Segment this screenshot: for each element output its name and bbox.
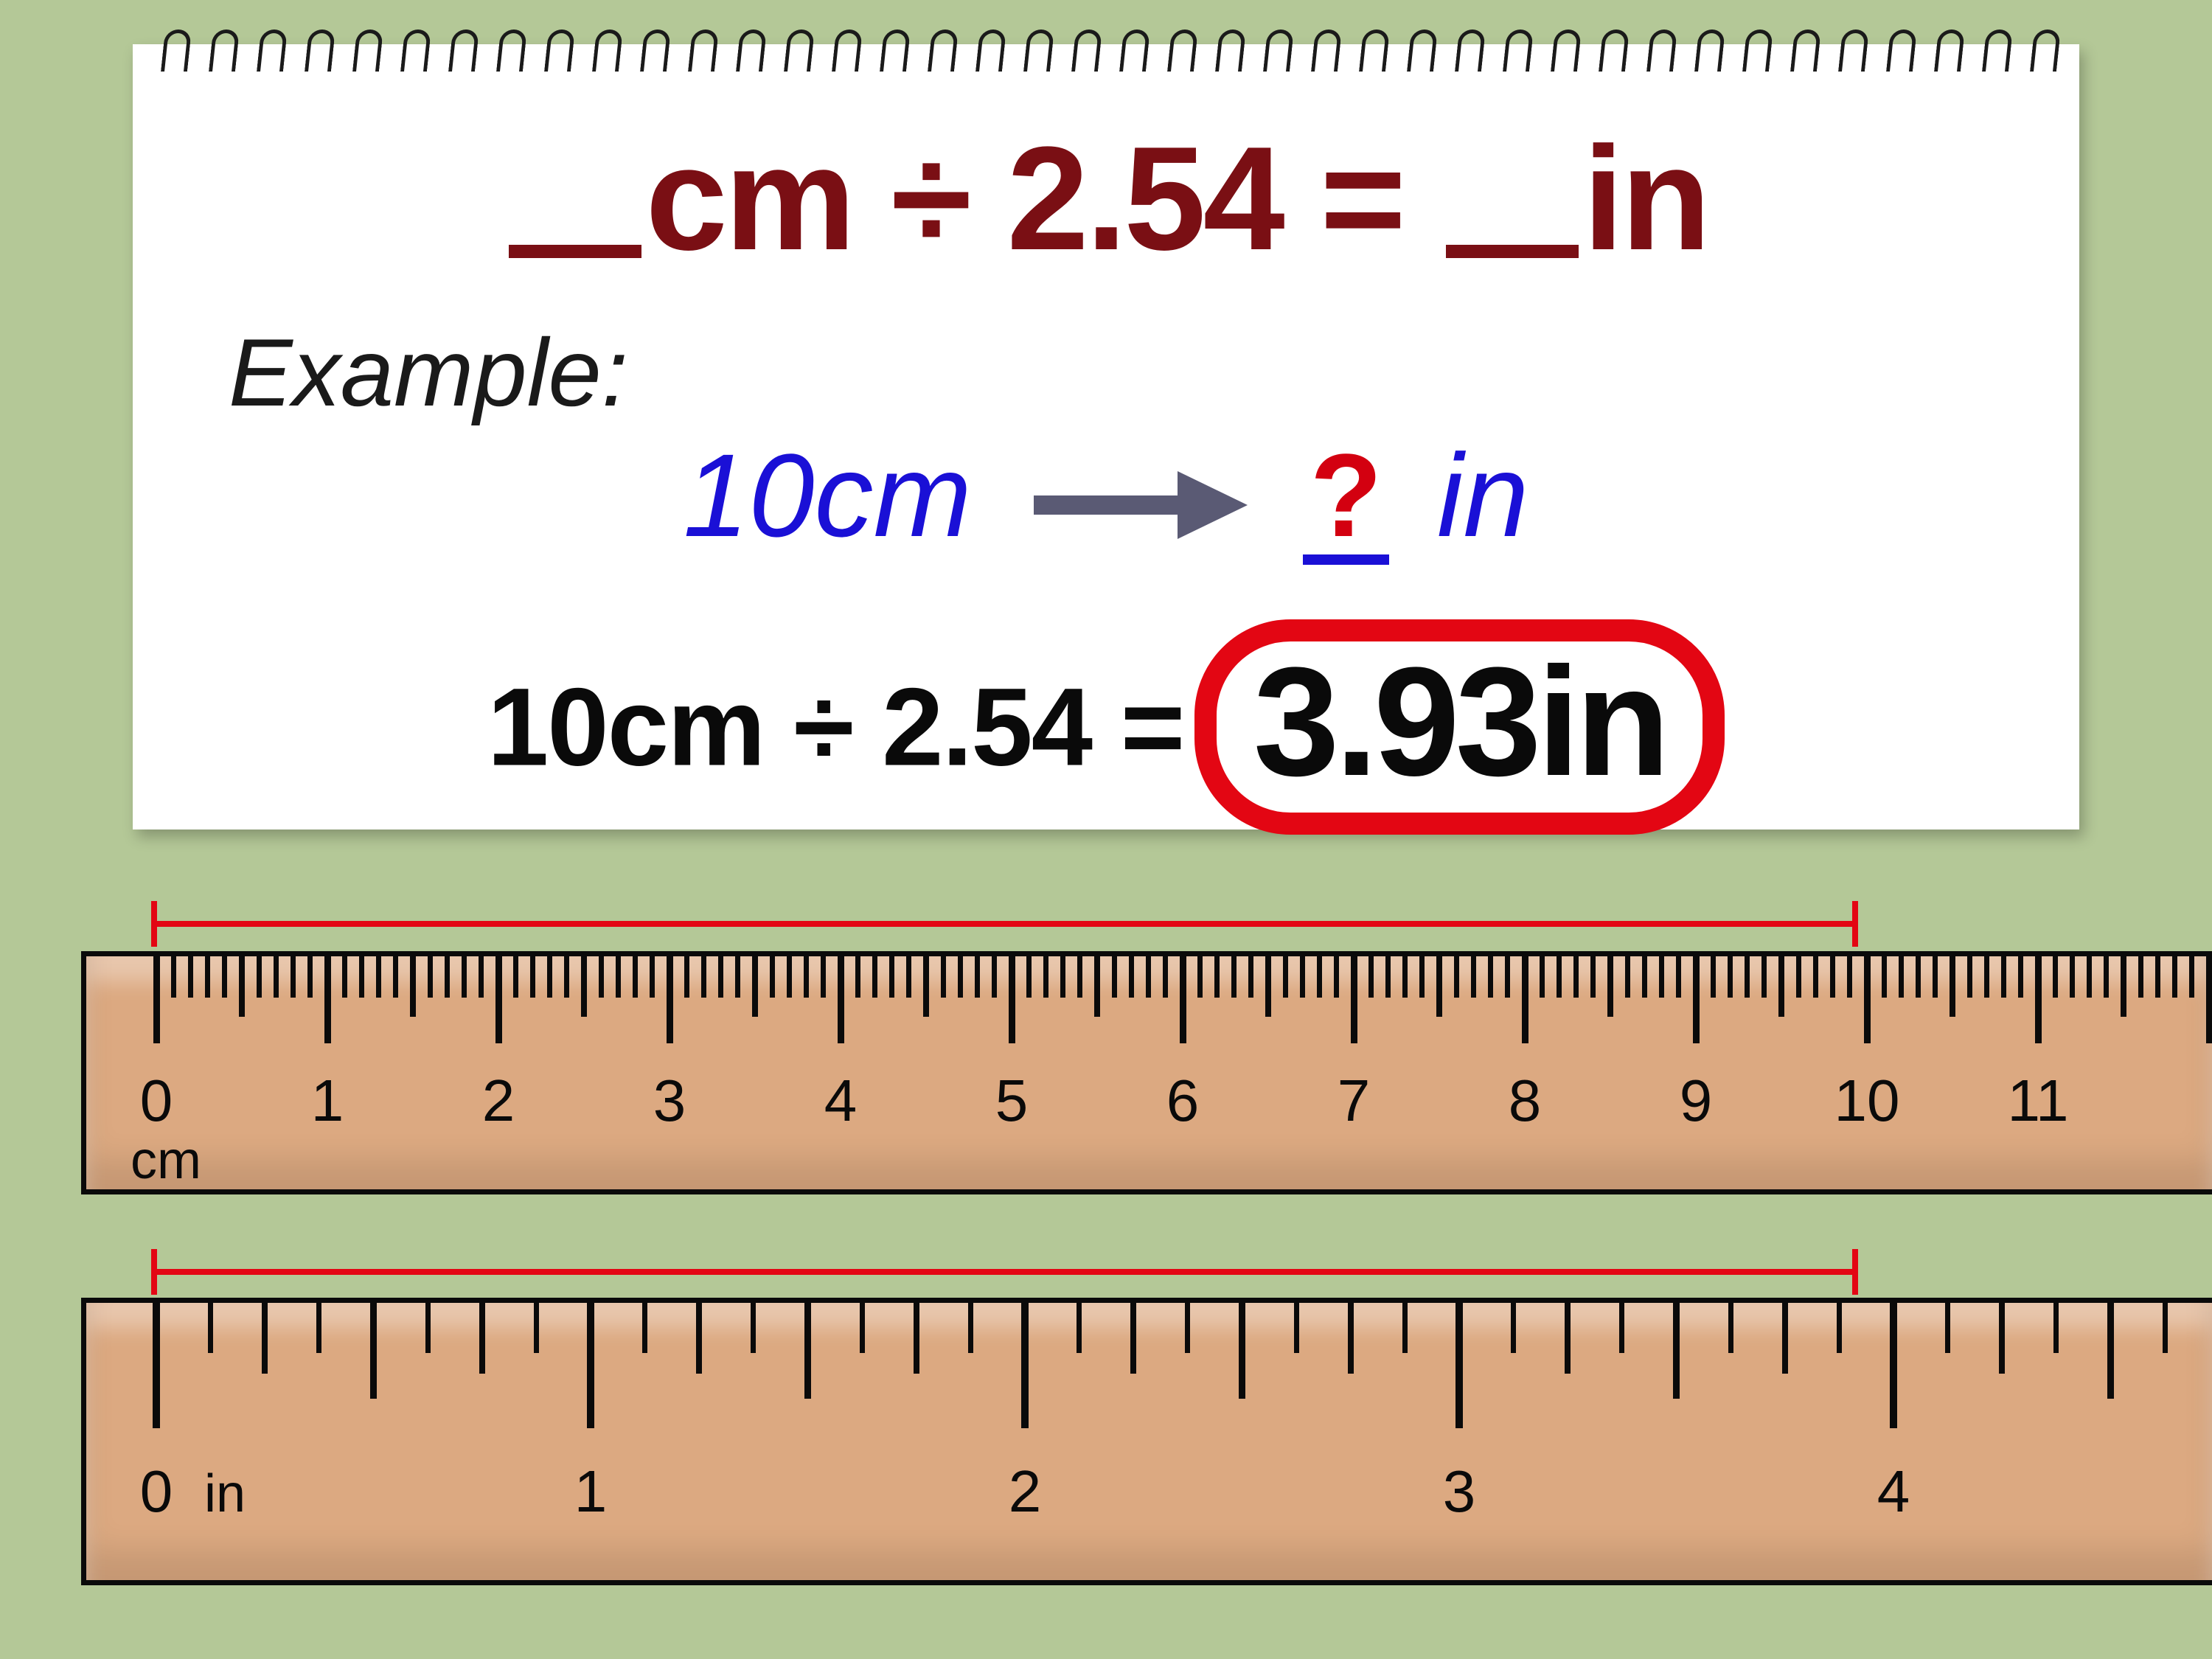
example-label: Example: — [229, 317, 628, 428]
measurement-bracket-cm — [151, 901, 1858, 947]
ruler-cm-number: 6 — [1166, 1067, 1200, 1135]
ruler-cm-number: 9 — [1680, 1067, 1713, 1135]
measurement-bracket-inches — [151, 1249, 1858, 1295]
answer-text: 3.93in — [1253, 635, 1666, 808]
ruler-in-unit-label: in — [204, 1464, 246, 1524]
answer-pill: 3.93in — [1194, 619, 1725, 835]
ruler-in-number: 3 — [1443, 1458, 1476, 1526]
ruler-cm-number: 1 — [311, 1067, 344, 1135]
formula-text: cm ÷ 2.54 = — [646, 116, 1404, 281]
example-unit: in — [1437, 429, 1529, 561]
spiral-binding — [133, 29, 2079, 81]
ruler-in-number: 0 — [140, 1458, 173, 1526]
ruler-cm-number: 3 — [653, 1067, 686, 1135]
notepad: cm ÷ 2.54 = in Example: 10cm ? in 10cm ÷… — [133, 44, 2079, 830]
ruler-in-number: 1 — [574, 1458, 608, 1526]
bracket-cap-right — [1852, 901, 1858, 947]
bracket-cap-right — [1852, 1249, 1858, 1295]
bracket-line — [151, 921, 1858, 927]
ruler-cm-number: 0 — [140, 1067, 173, 1135]
ruler-cm-number: 8 — [1509, 1067, 1542, 1135]
ruler-in-number: 2 — [1009, 1458, 1042, 1526]
ruler-inches: in 0 1 2 3 4 — [81, 1298, 2212, 1585]
example-left: 10cm — [684, 429, 972, 561]
ruler-cm-number: 4 — [824, 1067, 858, 1135]
ruler-cm-unit-label: cm — [131, 1130, 201, 1191]
formula-line: cm ÷ 2.54 = in — [133, 114, 2079, 284]
example-row: 10cm ? in — [133, 428, 2079, 565]
ruler-cm-number: 7 — [1338, 1067, 1371, 1135]
ruler-in-number: 4 — [1877, 1458, 1910, 1526]
example-question-mark: ? — [1303, 437, 1390, 565]
ruler-cm-number: 10 — [1834, 1067, 1900, 1135]
calc-left: 10cm ÷ 2.54 = — [487, 665, 1184, 789]
ruler-cm-number: 11 — [2007, 1067, 2068, 1135]
ruler-cm-number: 5 — [995, 1067, 1029, 1135]
arrow-icon — [1026, 461, 1248, 549]
bracket-line — [151, 1269, 1858, 1275]
formula-blank-1 — [509, 245, 641, 258]
formula-blank-2 — [1446, 245, 1579, 258]
ruler-cm: cm 0 1 2 3 4 5 6 7 8 9 10 11 — [81, 951, 2212, 1194]
calc-row: 10cm ÷ 2.54 = 3.93in — [133, 619, 2079, 835]
ruler-cm-number: 2 — [482, 1067, 515, 1135]
formula-suffix: in — [1583, 116, 1708, 281]
